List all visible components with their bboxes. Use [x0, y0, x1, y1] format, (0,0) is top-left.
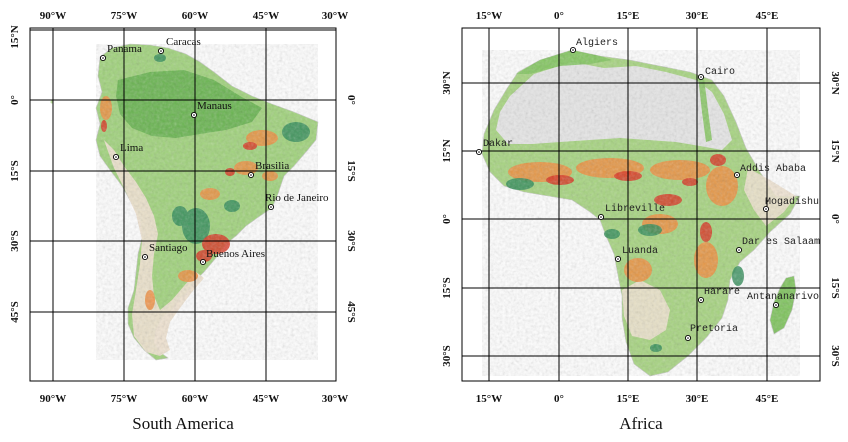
sa-landmass [50, 43, 319, 361]
city-label: Pretoria [690, 323, 738, 335]
af-lat-tick: 15°N [829, 139, 841, 162]
sa-lat-tick: 30°S [345, 230, 357, 252]
af-lon-tick: 15°E [617, 10, 640, 22]
city-label: Lima [120, 142, 143, 154]
sa-right-lat-ticks: 0° 15°S 30°S 45°S [345, 95, 357, 323]
city-label: Buenos Aires [206, 248, 265, 260]
af-cities: Algiers Cairo Dakar Addis Ababa Mogadish… [475, 37, 820, 342]
city-label: Rio de Janeiro [265, 192, 329, 204]
city-label: Luanda [622, 245, 658, 257]
af-bottom-lon-ticks: 15°W 0° 15°E 30°E 45°E [476, 393, 779, 405]
city-label: Manaus [197, 100, 232, 112]
sa-lon-tick: 60°W [182, 393, 208, 405]
sa-lon-tick: 45°W [253, 393, 279, 405]
sa-lat-tick: 15°S [9, 160, 21, 182]
af-lon-tick: 15°W [476, 10, 502, 22]
city-marker-manaus: Manaus [190, 100, 232, 119]
city-marker-panama: Panama [99, 43, 142, 62]
sa-lon-tick: 30°W [322, 10, 348, 22]
af-lon-tick: 45°E [756, 10, 779, 22]
city-label: Caracas [166, 36, 201, 48]
sa-lon-tick: 30°W [322, 393, 348, 405]
af-lat-tick: 30°S [829, 345, 841, 367]
city-label: Dar es Salaam [742, 236, 820, 248]
sa-lat-tick: 15°N [9, 25, 21, 48]
af-left-lat-ticks: 30°N 15°N 0° 15°S 30°S [441, 71, 453, 366]
city-label: Libreville [605, 203, 665, 215]
af-lon-tick: 15°E [617, 393, 640, 405]
sa-lon-tick: 90°W [40, 393, 66, 405]
af-lon-tick: 15°W [476, 393, 502, 405]
city-marker-algiers: Algiers [569, 37, 618, 54]
city-label: Dakar [483, 138, 513, 150]
af-gridlines [462, 28, 820, 381]
city-label: Addis Ababa [740, 163, 806, 175]
af-madagascar [769, 275, 797, 335]
city-marker-libreville: Libreville [597, 203, 665, 221]
sa-lon-tick: 75°W [111, 393, 137, 405]
city-label: Harare [704, 287, 740, 298]
city-label: Panama [107, 43, 142, 55]
sa-bottom-lon-ticks: 90°W 75°W 60°W 45°W 30°W [40, 393, 348, 405]
af-lat-tick: 0° [829, 214, 841, 224]
sa-lat-tick: 15°S [345, 160, 357, 182]
city-marker-harare: Harare [697, 287, 740, 304]
sa-lon-tick: 75°W [111, 10, 137, 22]
city-marker-rio-de-janeiro: Rio de Janeiro [265, 192, 329, 211]
city-marker-brasilia: Brasilia [247, 160, 289, 179]
city-marker-santiago: Santiago [141, 242, 188, 261]
city-marker-dar-es-salaam: Dar es Salaam [735, 236, 820, 254]
sa-left-lat-ticks: 15°N 0° 15°S 30°S 45°S [9, 25, 21, 322]
city-marker-antananarivo: Antananarivo [747, 291, 819, 309]
sa-lat-tick: 30°S [9, 230, 21, 252]
city-marker-addis-ababa: Addis Ababa [733, 163, 806, 179]
sa-gridlines [30, 28, 336, 381]
map-caption-africa: Africa [619, 414, 663, 433]
city-label: Brasilia [255, 160, 289, 172]
south-america-map: 90°W 75°W 60°W 45°W 30°W 90°W 75°W 60°W … [9, 10, 357, 433]
city-marker-pretoria: Pretoria [684, 323, 738, 342]
af-lat-tick: 15°N [441, 139, 453, 162]
sa-lon-tick: 60°W [182, 10, 208, 22]
city-marker-cairo: Cairo [697, 66, 735, 81]
af-right-lat-ticks: 30°N 15°N 0° 15°S 30°S [829, 71, 841, 366]
city-marker-buenos-aires: Buenos Aires [199, 248, 265, 266]
sa-top-lon-ticks: 90°W 75°W 60°W 45°W 30°W [40, 10, 348, 22]
af-lon-tick: 45°E [756, 393, 779, 405]
city-label: Santiago [149, 242, 188, 254]
af-lat-tick: 30°N [829, 71, 841, 94]
af-landmass [481, 49, 801, 377]
africa-map: 15°W 0° 15°E 30°E 45°E 15°W 0° 15°E 30°E… [441, 10, 841, 433]
af-lat-tick: 0° [441, 214, 453, 224]
city-marker-mogadishu: Mogadishu [762, 196, 819, 213]
sa-lat-tick: 0° [9, 95, 21, 105]
af-lat-tick: 15°S [441, 277, 453, 299]
af-lon-tick: 30°E [686, 393, 709, 405]
sa-lon-tick: 90°W [40, 10, 66, 22]
af-lon-tick: 30°E [686, 10, 709, 22]
sa-texture [96, 44, 318, 360]
sa-lon-tick: 45°W [253, 10, 279, 22]
sa-lat-tick: 45°S [9, 301, 21, 323]
sa-cities: Panama Caracas Manaus Lima Brasilia Rio … [99, 36, 329, 266]
map-caption-south-america: South America [132, 414, 234, 433]
af-top-lon-ticks: 15°W 0° 15°E 30°E 45°E [476, 10, 779, 22]
city-label: Cairo [705, 66, 735, 78]
city-label: Mogadishu [765, 196, 819, 208]
sa-lat-tick: 45°S [345, 301, 357, 323]
af-lat-tick: 15°S [829, 277, 841, 299]
city-marker-lima: Lima [112, 142, 143, 161]
city-label: Algiers [576, 37, 618, 49]
af-texture [482, 50, 800, 376]
city-label: Antananarivo [747, 291, 819, 303]
city-marker-dakar: Dakar [475, 138, 513, 156]
af-lat-tick: 30°S [441, 345, 453, 367]
af-lat-tick: 30°N [441, 71, 453, 94]
af-lon-tick: 0° [554, 393, 564, 405]
city-marker-luanda: Luanda [614, 245, 658, 263]
sa-lat-tick: 0° [345, 95, 357, 105]
city-marker-caracas: Caracas [157, 36, 201, 55]
af-lon-tick: 0° [554, 10, 564, 22]
